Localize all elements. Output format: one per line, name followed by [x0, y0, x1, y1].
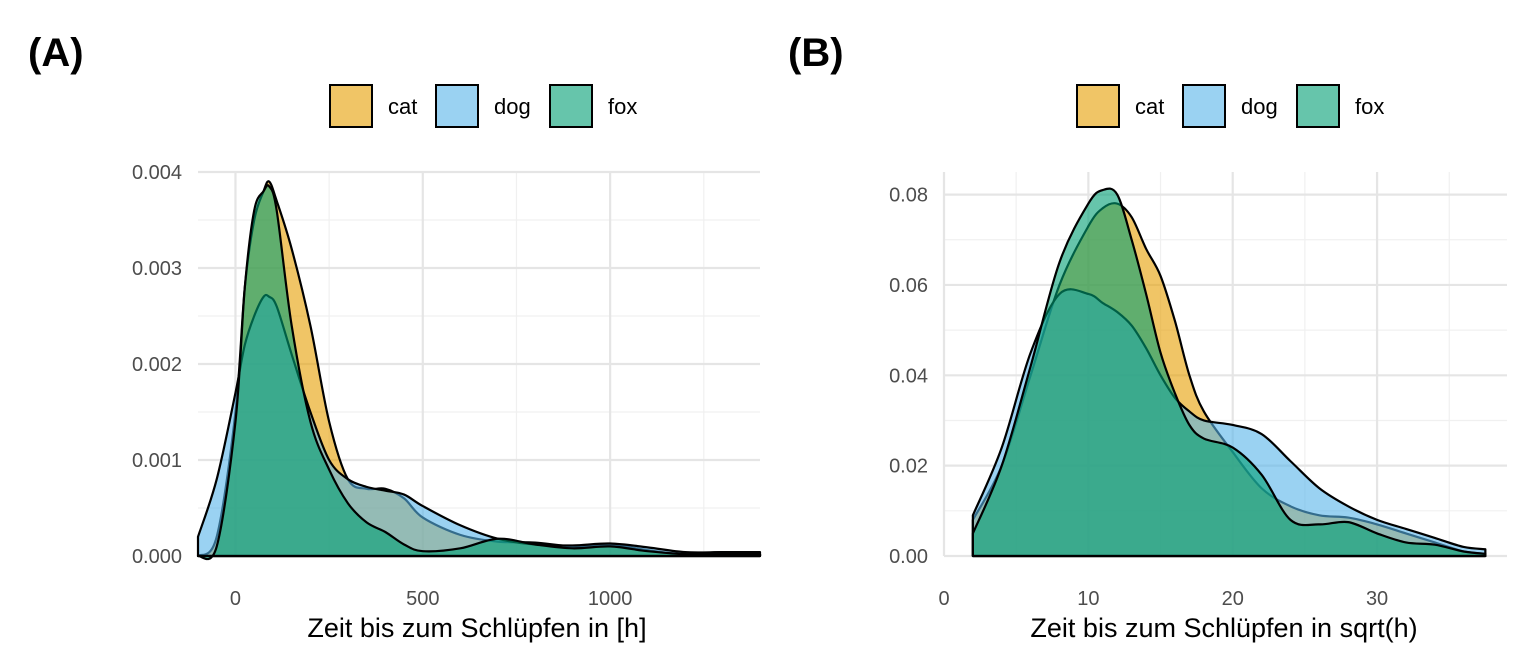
legend-label-cat: cat [388, 94, 417, 119]
legend: cat dog fox [329, 84, 637, 128]
y-tick-label: 0.001 [132, 450, 182, 472]
panel-label: (B) [788, 31, 844, 75]
legend-label-cat: cat [1135, 94, 1164, 119]
x-axis-title: Zeit bis zum Schlüpfen in sqrt(h) [1030, 613, 1417, 643]
y-tick-label: 0.00 [889, 546, 928, 568]
x-tick-label: 0 [938, 588, 949, 610]
panel-a: (A) 0 500 1000 0.000 0.001 0.002 0.003 0.004 Zeit… [28, 31, 762, 643]
x-tick-label: 20 [1222, 588, 1244, 610]
y-tick-label: 0.000 [132, 546, 182, 568]
y-tick-label: 0.08 [889, 185, 928, 207]
legend-label-dog: dog [1241, 94, 1278, 119]
density-areas [971, 187, 1487, 558]
legend-key-cat [1076, 84, 1120, 128]
y-tick-label: 0.02 [889, 456, 928, 478]
y-tick-label: 0.002 [132, 354, 182, 376]
legend-label-dog: dog [494, 94, 531, 119]
legend-key-fox [549, 84, 593, 128]
x-tick-label: 500 [406, 588, 439, 610]
density-area-fox [196, 184, 762, 561]
x-tick-label: 0 [230, 588, 241, 610]
legend-key-cat [329, 84, 373, 128]
x-tick-label: 1000 [588, 588, 633, 610]
panel-label: (A) [28, 31, 84, 75]
y-tick-label: 0.003 [132, 258, 182, 280]
density-areas [196, 180, 762, 561]
y-tick-label: 0.04 [889, 365, 928, 387]
x-tick-label: 30 [1366, 588, 1388, 610]
density-area-fox [971, 187, 1487, 558]
legend-label-fox: fox [1355, 94, 1384, 119]
legend-label-fox: fox [608, 94, 637, 119]
legend-key-fox [1296, 84, 1340, 128]
legend: cat dog fox [1076, 84, 1384, 128]
x-tick-label: 10 [1077, 588, 1099, 610]
y-tick-label: 0.06 [889, 275, 928, 297]
legend-key-dog [1182, 84, 1226, 128]
panel-b: (B) 0 10 20 30 0.00 0.02 0.04 0.06 0.08 Zeit bis z… [788, 31, 1507, 643]
y-tick-label: 0.004 [132, 162, 182, 184]
legend-key-dog [435, 84, 479, 128]
x-axis-title: Zeit bis zum Schlüpfen in [h] [307, 613, 646, 643]
